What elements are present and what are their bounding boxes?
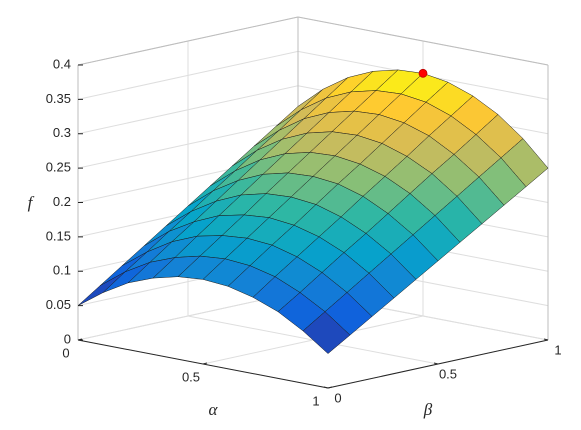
z-tick-label: 0 (64, 331, 71, 346)
x-axis-label: α (209, 400, 219, 419)
z-tick-label: 0.2 (53, 194, 71, 209)
z-axis-label: f (28, 193, 35, 212)
z-tick-label: 0.3 (53, 125, 71, 140)
z-tick-label: 0.4 (53, 56, 71, 71)
tick-mark (202, 362, 208, 365)
x-tick-label: 1 (312, 393, 319, 408)
z-tick-label: 0.05 (46, 297, 71, 312)
z-tick-label: 0.1 (53, 263, 71, 278)
box-edge (297, 16, 549, 66)
box-edge (77, 16, 299, 66)
tick-mark (327, 386, 333, 389)
x-tick-label: 0 (62, 345, 69, 360)
y-tick-label: 1 (554, 342, 561, 357)
z-tick-label: 0.25 (46, 160, 71, 175)
tick-mark (543, 338, 549, 341)
grid-line (77, 50, 299, 100)
tick-mark (77, 338, 83, 341)
grid-line (77, 119, 299, 169)
x-tick-label: 0.5 (182, 369, 200, 384)
y-tick-label: 0 (334, 390, 341, 405)
z-tick-label: 0.15 (46, 228, 71, 243)
tick-mark (323, 386, 329, 389)
z-tick-label: 0.35 (46, 91, 71, 106)
y-axis-label: β (423, 400, 433, 419)
surface-patch (302, 311, 351, 354)
tick-mark (433, 362, 439, 365)
peak-marker (418, 68, 428, 78)
y-tick-label: 0.5 (439, 366, 457, 381)
grid-line (77, 85, 299, 135)
